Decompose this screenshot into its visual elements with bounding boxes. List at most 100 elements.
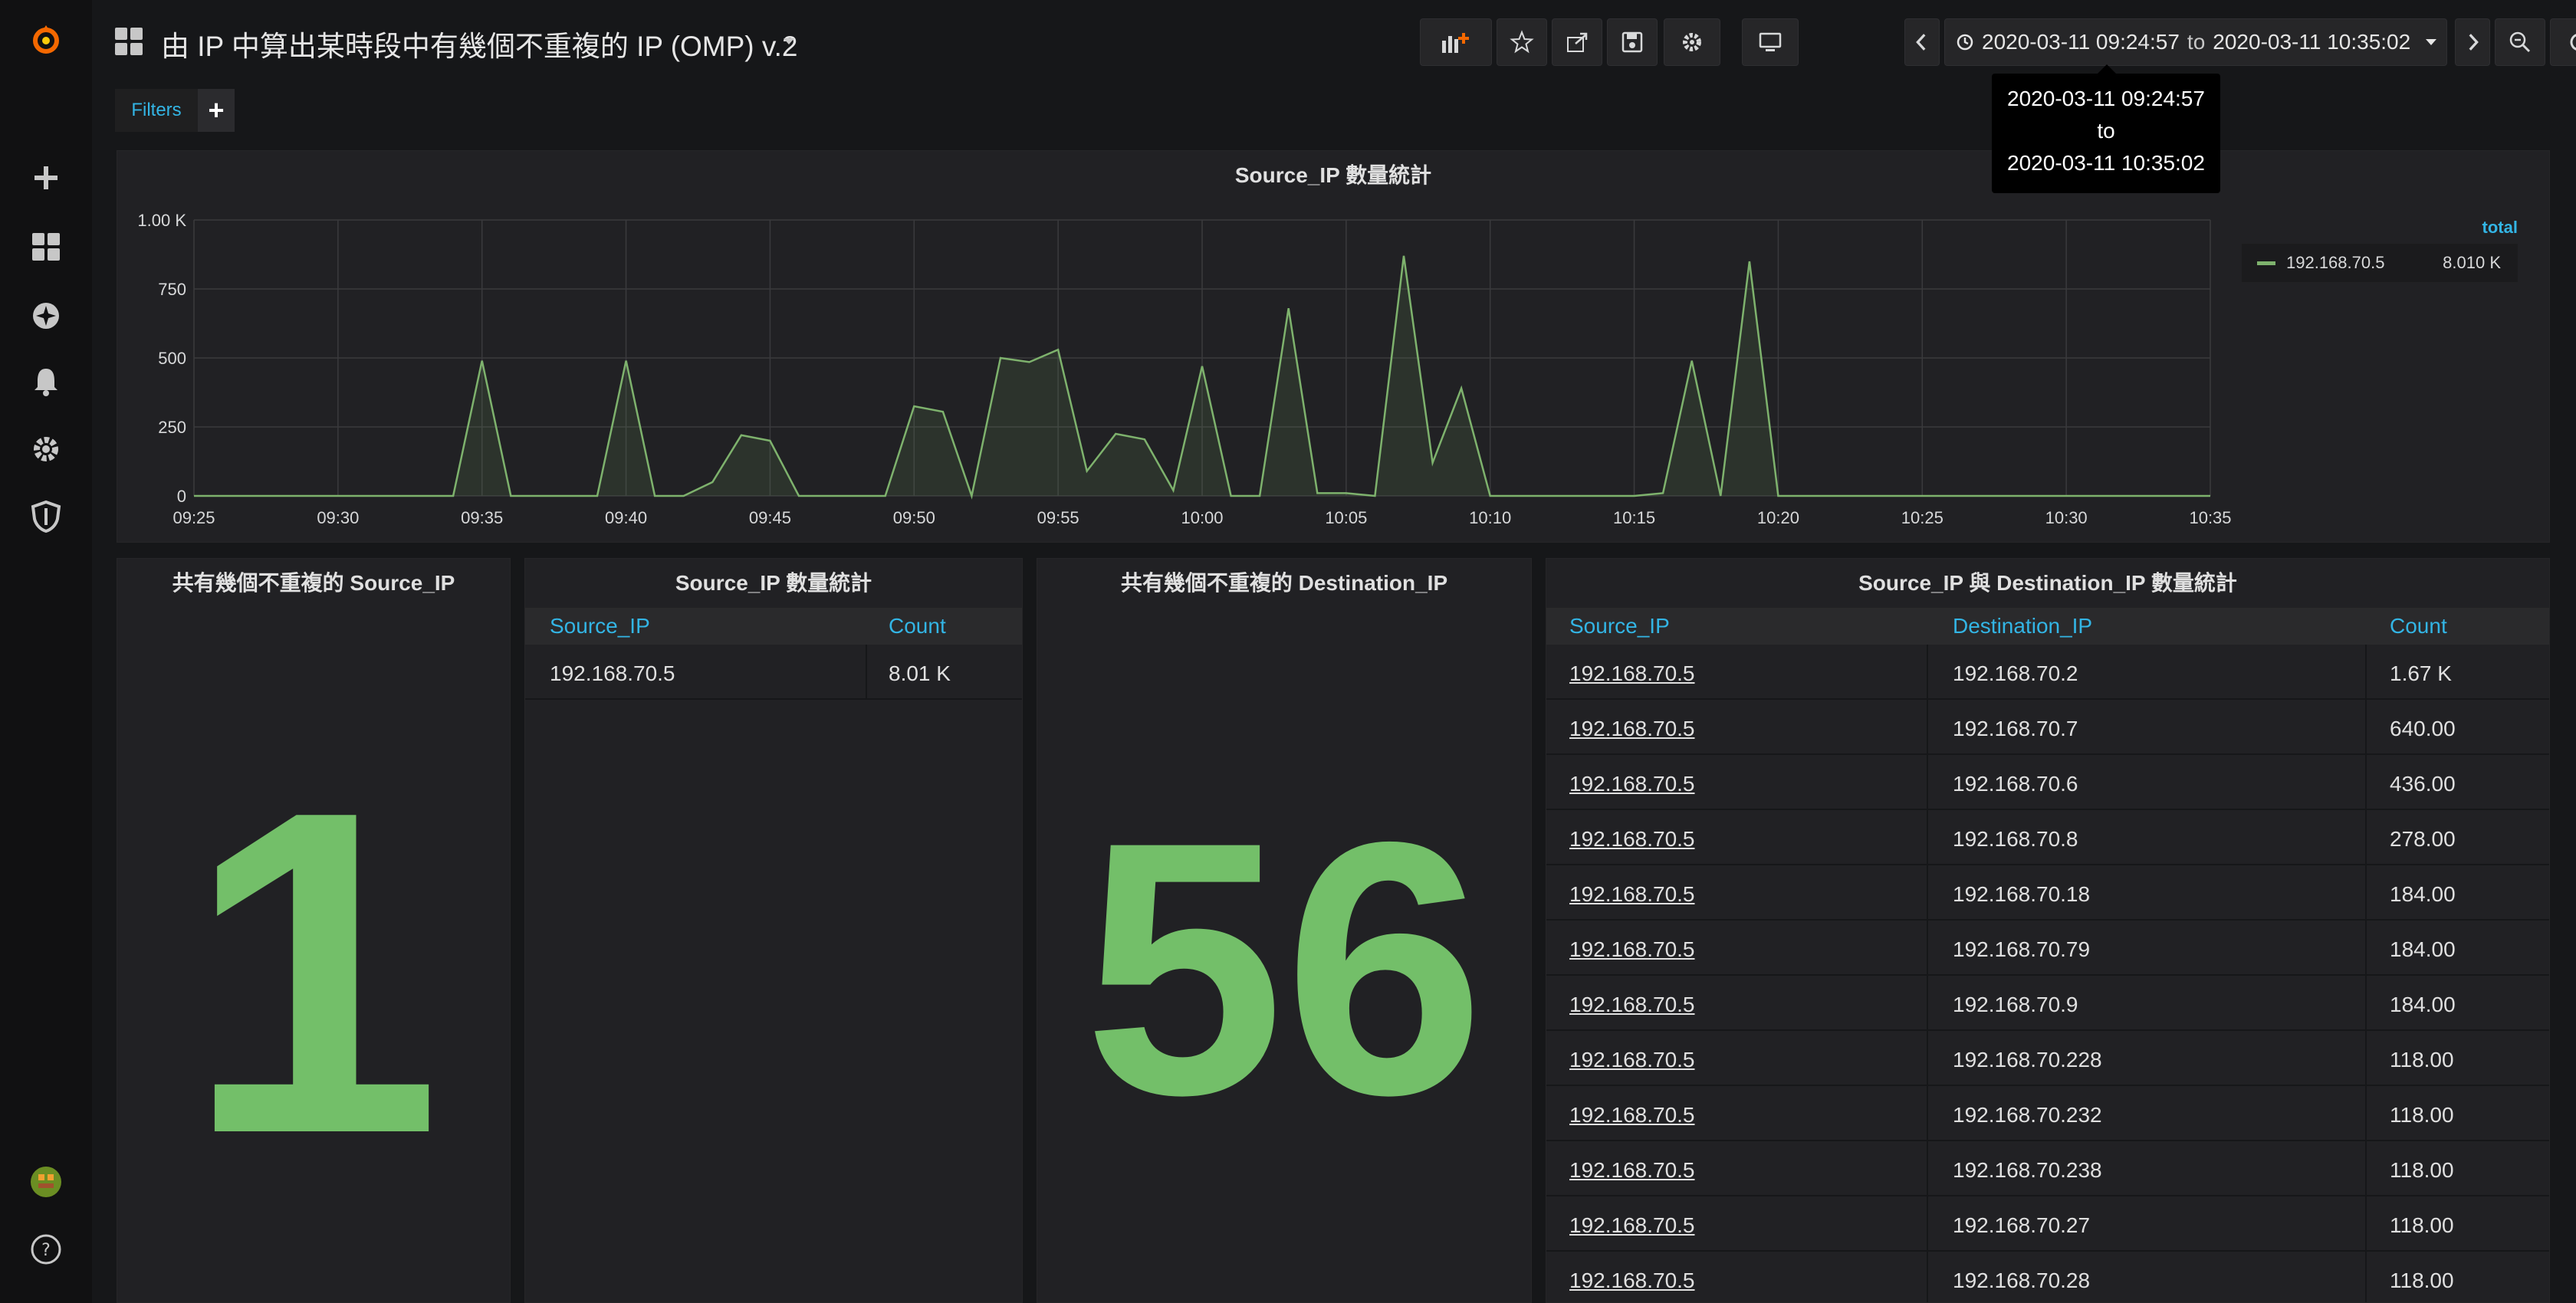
refresh-icon — [2570, 34, 2576, 51]
table-source-title[interactable]: Source_IP 數量統計 — [675, 571, 872, 595]
cell-source-ip-link[interactable]: 192.168.70.5 — [1569, 827, 1695, 851]
dashboards-icon[interactable] — [23, 224, 69, 270]
time-back-button[interactable] — [1904, 18, 1940, 66]
cell-count: 118.00 — [2390, 1158, 2454, 1182]
add-panel-button[interactable] — [1420, 18, 1492, 66]
svg-text:?: ? — [41, 1241, 51, 1260]
table-row: 192.168.70.5 192.168.70.9 184.00 — [1546, 976, 2549, 1031]
gear-icon[interactable] — [23, 426, 69, 472]
filters-label[interactable]: Filters — [115, 89, 198, 132]
x-tick-label: 10:05 — [1325, 508, 1367, 527]
cell-divider — [1927, 1031, 1928, 1085]
share-button[interactable] — [1552, 18, 1602, 66]
x-tick-label: 10:10 — [1469, 508, 1511, 527]
tv-mode-button[interactable] — [1742, 18, 1799, 66]
zoom-out-icon — [2509, 31, 2531, 53]
time-series-chart: 0 250 500 750 1.00 K 09:25 09:30 09:35 09:40 09:4… — [137, 211, 2231, 527]
cell-source-ip-link[interactable]: 192.168.70.5 — [1569, 1103, 1695, 1127]
cell-destination-ip: 192.168.70.18 — [1953, 882, 2091, 906]
pair-table: Source_IP Destination_IP Count 192.168.7… — [1546, 608, 2549, 1302]
zoom-out-button[interactable] — [2495, 18, 2545, 66]
cell-source-ip-link[interactable]: 192.168.70.5 — [1569, 1213, 1695, 1237]
cell-source-ip-link[interactable]: 192.168.70.5 — [1569, 937, 1695, 961]
column-header-count[interactable]: Count — [889, 614, 946, 638]
cell-divider — [1927, 1141, 1928, 1195]
grafana-logo-icon[interactable] — [23, 17, 69, 63]
cell-source-ip-link[interactable]: 192.168.70.5 — [1569, 1048, 1695, 1072]
cell-source-ip-link[interactable]: 192.168.70.5 — [1569, 1158, 1695, 1182]
cell-divider — [1927, 921, 1928, 974]
x-tick-label: 10:35 — [2189, 508, 2231, 527]
clock-icon — [1957, 34, 1973, 51]
cell-source-ip-link[interactable]: 192.168.70.5 — [1569, 772, 1695, 796]
column-header-count[interactable]: Count — [2390, 614, 2447, 638]
tooltip-from: 2020-03-11 09:24:57 — [2007, 87, 2205, 110]
x-tick-label: 10:20 — [1757, 508, 1799, 527]
shield-icon[interactable] — [23, 494, 69, 540]
x-tick-label: 09:30 — [317, 508, 359, 527]
time-forward-button[interactable] — [2455, 18, 2490, 66]
cell-divider — [2365, 1031, 2367, 1085]
plus-icon[interactable] — [23, 155, 69, 201]
pair-table-body: 192.168.70.5 192.168.70.2 1.67 K 192.168.70… — [1546, 645, 2549, 1302]
stat-source-title[interactable]: 共有幾個不重複的 Source_IP — [172, 571, 455, 595]
cell-divider — [2365, 700, 2367, 753]
help-icon[interactable]: ? — [23, 1226, 69, 1272]
column-header-destination-ip[interactable]: Destination_IP — [1953, 614, 2093, 638]
table-panel-pairs: Source_IP 與 Destination_IP 數量統計 Source_I… — [1546, 558, 2550, 1303]
bell-icon[interactable] — [23, 359, 69, 405]
cell-divider — [2365, 1196, 2367, 1250]
y-tick-label: 750 — [158, 280, 186, 299]
cell-source-ip-link[interactable]: 192.168.70.5 — [1569, 993, 1695, 1016]
x-tick-label: 10:25 — [1901, 508, 1944, 527]
table-panel-source: Source_IP 數量統計 Source_IP Count 192.168.7… — [524, 558, 1023, 1303]
tv-mode-icon — [1759, 32, 1782, 51]
share-icon — [1567, 32, 1588, 52]
dashboard-title[interactable]: 由 IP 中算出某時段中有幾個不重複的 IP (OMP) v.2 — [161, 31, 798, 62]
table-row: 192.168.70.5 8.01 K — [525, 645, 1022, 700]
x-tick-label: 10:00 — [1181, 508, 1223, 527]
x-tick-label: 09:25 — [172, 508, 215, 527]
table-pair-title[interactable]: Source_IP 與 Destination_IP 數量統計 — [1858, 571, 2237, 595]
chevron-left-icon — [1916, 34, 1926, 51]
table-row: 192.168.70.5 192.168.70.28 118.00 — [1546, 1252, 2549, 1302]
table-row: 192.168.70.5 192.168.70.6 436.00 — [1546, 755, 2549, 810]
cell-count: 118.00 — [2390, 1103, 2454, 1127]
avatar-icon[interactable] — [23, 1159, 69, 1205]
cell-source-ip-link[interactable]: 192.168.70.5 — [1569, 661, 1695, 685]
cell-divider — [1927, 1086, 1928, 1140]
cell-source-ip-link[interactable]: 192.168.70.5 — [1569, 1269, 1695, 1292]
source-table: Source_IP Count 192.168.70.5 8.01 K — [525, 608, 1022, 700]
add-panel-icon — [1442, 33, 1469, 53]
stat-panel-source: 共有幾個不重複的 Source_IP 1 — [117, 558, 511, 1303]
cell-divider — [1927, 755, 1928, 809]
time-range-picker[interactable]: 2020-03-11 09:24:57 to 2020-03-11 10:35:… — [1944, 18, 2447, 66]
refresh-button[interactable] — [2550, 18, 2576, 66]
x-tick-label: 09:50 — [893, 508, 935, 527]
dashboard-grid-icon — [115, 28, 143, 55]
time-range-tooltip: 2020-03-11 09:24:57 to 2020-03-11 10:35:… — [1992, 64, 2220, 193]
settings-button[interactable] — [1664, 18, 1720, 66]
column-header-source-ip[interactable]: Source_IP — [550, 614, 650, 638]
y-tick-label: 0 — [177, 487, 186, 506]
cell-divider — [2365, 645, 2367, 698]
cell-destination-ip: 192.168.70.28 — [1953, 1269, 2091, 1292]
table-row: 192.168.70.5 192.168.70.18 184.00 — [1546, 865, 2549, 921]
legend-header[interactable]: total — [2482, 218, 2518, 237]
tooltip-to: 2020-03-11 10:35:02 — [2007, 151, 2205, 175]
star-button[interactable] — [1497, 18, 1547, 66]
cell-source-ip-link[interactable]: 192.168.70.5 — [1569, 882, 1695, 906]
x-tick-label: 09:45 — [749, 508, 791, 527]
save-button[interactable] — [1607, 18, 1658, 66]
cell-destination-ip: 192.168.70.232 — [1953, 1103, 2102, 1127]
add-filter-button[interactable]: + — [198, 89, 235, 132]
cell-source-ip-link[interactable]: 192.168.70.5 — [1569, 717, 1695, 740]
cell-destination-ip: 192.168.70.2 — [1953, 661, 2078, 685]
cell-destination-ip: 192.168.70.238 — [1953, 1158, 2102, 1182]
column-header-source-ip[interactable]: Source_IP — [1569, 614, 1670, 638]
explore-icon[interactable] — [23, 293, 69, 339]
graph-panel-title[interactable]: Source_IP 數量統計 — [1234, 163, 1432, 187]
legend-item[interactable]: 192.168.70.5 8.010 K — [2242, 244, 2518, 282]
chevron-down-icon[interactable] — [782, 37, 796, 46]
stat-dest-title[interactable]: 共有幾個不重複的 Destination_IP — [1120, 571, 1448, 595]
